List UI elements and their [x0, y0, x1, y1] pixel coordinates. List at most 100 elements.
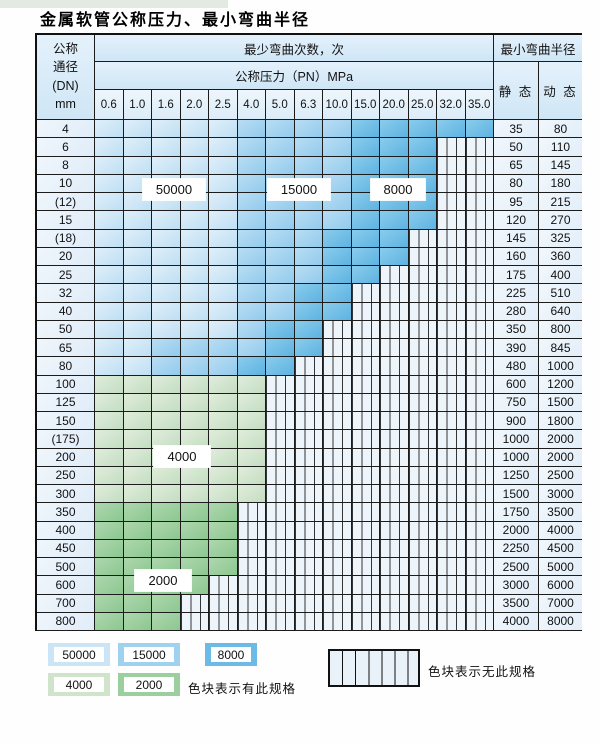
table-row: 450 2250 4500 [37, 539, 582, 558]
dynamic-radius-cell: 180 [539, 174, 582, 193]
spec-cell-empty [408, 357, 437, 376]
pressure-tick: 2.0 [180, 90, 209, 120]
dynamic-radius-cell: 80 [539, 120, 582, 139]
spec-cell-empty [237, 594, 266, 613]
spec-cell-8000 [323, 229, 352, 248]
spec-cell-8000 [266, 357, 295, 376]
static-radius-cell: 80 [494, 174, 539, 193]
spec-cell-empty [437, 284, 466, 303]
spec-cell-2000 [209, 521, 238, 540]
spec-cell-empty [437, 193, 466, 212]
static-radius-cell: 175 [494, 266, 539, 285]
spec-cell-4000 [209, 466, 238, 485]
spec-cell-empty [437, 302, 466, 321]
spec-cell-2000 [123, 594, 152, 613]
static-radius-cell: 1250 [494, 466, 539, 485]
spec-cell-empty [209, 594, 238, 613]
static-radius-cell: 2000 [494, 521, 539, 540]
table-row: 50 350 800 [37, 320, 582, 339]
spec-cell-50000 [123, 266, 152, 285]
dynamic-radius-cell: 2000 [539, 448, 582, 467]
dynamic-radius-cell: 145 [539, 156, 582, 175]
static-radius-cell: 35 [494, 120, 539, 139]
table-row: 300 1500 3000 [37, 485, 582, 504]
static-radius-cell: 225 [494, 284, 539, 303]
spec-cell-empty [351, 339, 380, 358]
spec-cell-empty [465, 284, 494, 303]
spec-cell-empty [323, 375, 352, 394]
spec-cell-15000 [266, 284, 295, 303]
spec-cell-2000 [95, 503, 124, 522]
corner-line1: 公称 [52, 42, 78, 57]
spec-cell-4000 [95, 393, 124, 412]
pressure-tick: 0.6 [95, 90, 124, 120]
spec-cell-50000 [123, 120, 152, 139]
spec-cell-empty [351, 430, 380, 449]
spec-cell-empty [437, 266, 466, 285]
table-row: 6 50 110 [37, 138, 582, 157]
spec-cell-empty [266, 521, 295, 540]
spec-cell-4000 [123, 393, 152, 412]
spec-cell-empty [465, 558, 494, 577]
table-row: 700 3500 7000 [37, 594, 582, 613]
spec-cell-empty [465, 266, 494, 285]
spec-cell-empty [465, 211, 494, 230]
spec-cell-2000 [95, 594, 124, 613]
spec-cell-8000 [294, 302, 323, 321]
spec-cell-empty [408, 594, 437, 613]
spec-cell-15000 [294, 120, 323, 139]
spec-cell-15000 [266, 211, 295, 230]
spec-cell-50000 [152, 211, 181, 230]
pressure-tick: 2.5 [209, 90, 238, 120]
dn-cell: 350 [37, 503, 95, 522]
static-radius-cell: 1000 [494, 430, 539, 449]
spec-cell-50000 [209, 229, 238, 248]
spec-cell-empty [437, 393, 466, 412]
spec-cell-15000 [294, 211, 323, 230]
dn-cell: 700 [37, 594, 95, 613]
spec-cell-empty [323, 485, 352, 504]
spec-cell-empty [437, 466, 466, 485]
spec-cell-empty [380, 576, 409, 595]
spec-cell-50000 [123, 302, 152, 321]
spec-cell-empty [465, 339, 494, 358]
spec-cell-2000 [152, 521, 181, 540]
spec-cell-empty [380, 521, 409, 540]
dn-cell: 4 [37, 120, 95, 139]
spec-cell-empty [465, 302, 494, 321]
table-row: 80 480 1000 [37, 357, 582, 376]
static-radius-cell: 2250 [494, 539, 539, 558]
spec-cell-empty [465, 156, 494, 175]
spec-cell-empty [465, 466, 494, 485]
corner-line4: mm [55, 96, 76, 111]
spec-cell-4000 [180, 375, 209, 394]
static-radius-cell: 3000 [494, 576, 539, 595]
spec-cell-8000 [437, 120, 466, 139]
spec-cell-empty [323, 558, 352, 577]
spec-cell-8000 [351, 266, 380, 285]
spec-cell-empty [351, 576, 380, 595]
static-radius-cell: 145 [494, 229, 539, 248]
spec-cell-empty [408, 284, 437, 303]
spec-cell-15000 [209, 357, 238, 376]
pressure-tick: 4.0 [237, 90, 266, 120]
spec-cell-empty [408, 393, 437, 412]
spec-cell-empty [380, 558, 409, 577]
spec-cell-50000 [209, 320, 238, 339]
overlay-label-15000: 15000 [268, 179, 330, 200]
table-row: 350 1750 3500 [37, 503, 582, 522]
spec-cell-4000 [123, 485, 152, 504]
spec-cell-empty [323, 339, 352, 358]
pressure-tick: 35.0 [465, 90, 494, 120]
spec-cell-4000 [123, 466, 152, 485]
spec-cell-empty [408, 485, 437, 504]
spec-cell-50000 [152, 320, 181, 339]
spec-cell-15000 [180, 357, 209, 376]
spec-cell-50000 [152, 156, 181, 175]
spec-cell-empty [408, 539, 437, 558]
spec-cell-15000 [237, 320, 266, 339]
legend-swatch-15000-label: 15000 [124, 647, 174, 662]
spec-cell-2000 [180, 521, 209, 540]
spec-cell-empty [380, 503, 409, 522]
spec-cell-4000 [95, 430, 124, 449]
